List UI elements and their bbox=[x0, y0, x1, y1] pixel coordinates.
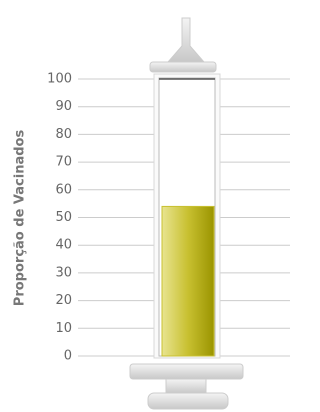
y-tick-label: 90 bbox=[55, 99, 72, 114]
y-tick-label: 20 bbox=[55, 293, 72, 308]
y-tick-label: 10 bbox=[55, 321, 72, 336]
marks bbox=[162, 206, 214, 356]
y-tick-label: 70 bbox=[55, 155, 72, 170]
syringe-needle bbox=[150, 18, 216, 72]
fill-level bbox=[162, 206, 214, 356]
y-axis-label: Proporção de Vacinados bbox=[13, 130, 28, 307]
y-tick-label: 0 bbox=[64, 349, 72, 364]
y-tick-label: 80 bbox=[55, 127, 72, 142]
y-tick-label: 50 bbox=[55, 210, 72, 225]
y-tick-label: 40 bbox=[55, 238, 72, 253]
y-tick-label: 100 bbox=[47, 72, 72, 87]
chart: 0 10 20 30 40 50 60 70 80 90 100 Proporção de Vaci… bbox=[0, 0, 292, 412]
syringe-plunger bbox=[130, 364, 243, 409]
y-tick-label: 60 bbox=[55, 182, 72, 197]
y-tick-label: 30 bbox=[55, 265, 72, 280]
